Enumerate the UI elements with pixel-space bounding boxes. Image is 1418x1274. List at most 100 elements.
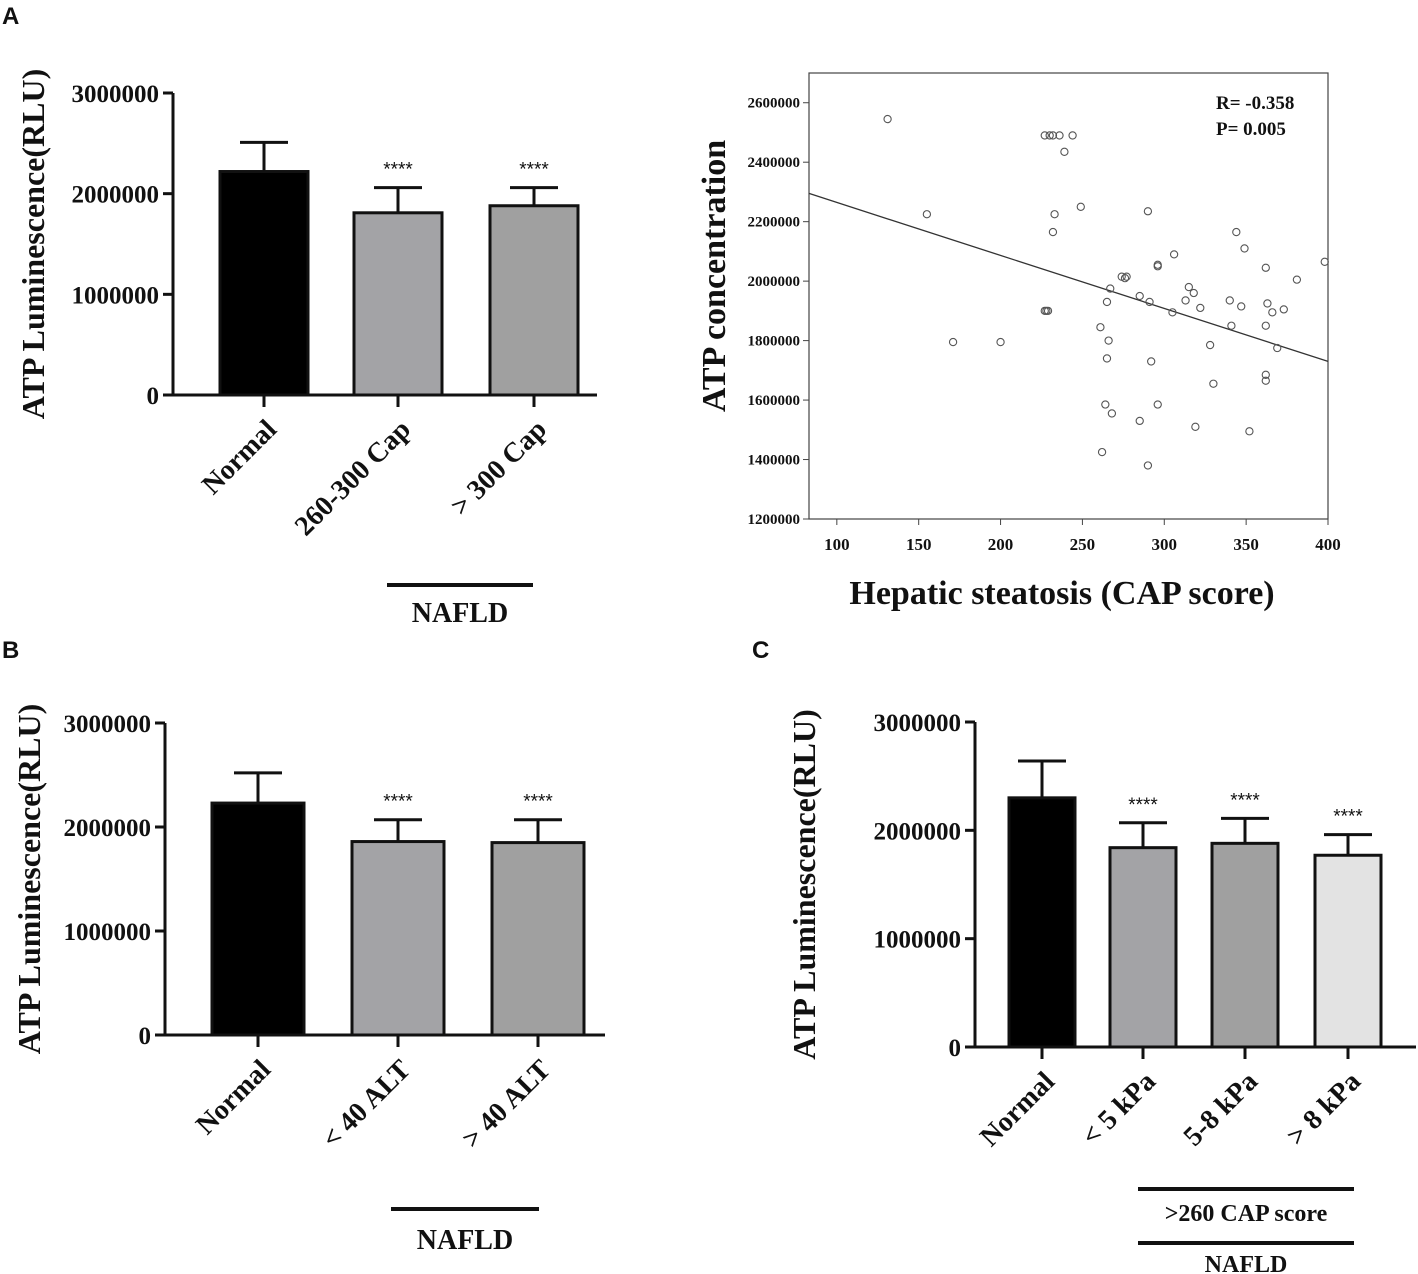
x-tick-label: 250	[1070, 535, 1096, 554]
category-label: Normal	[190, 1054, 277, 1141]
bar	[352, 211, 444, 397]
data-point	[1292, 275, 1302, 284]
category-label: 5-8 kPa	[1178, 1066, 1264, 1152]
data-point	[1320, 257, 1329, 266]
data-point	[883, 114, 892, 124]
significance-label: ****	[1128, 795, 1158, 816]
x-axis-label: Hepatic steatosis (CAP score)	[849, 575, 1274, 612]
data-point	[1184, 282, 1193, 292]
panel-label-a: A	[2, 3, 19, 30]
x-tick-label: 400	[1315, 535, 1341, 554]
y-tick-label: 1000000	[72, 282, 160, 309]
data-point	[1101, 400, 1110, 409]
y-axis-label: ATP Luminescence(RLU)	[11, 704, 47, 1054]
data-point	[1068, 131, 1077, 140]
bar-chart-a: 0 1000000 2000000 3000000 ATP Luminescence(R…	[15, 69, 597, 629]
bar	[488, 204, 580, 397]
data-point	[1263, 299, 1272, 308]
y-tick-label: 1600000	[748, 393, 801, 409]
x-tick-label: 300	[1152, 535, 1178, 554]
significance-label: ****	[1333, 807, 1363, 828]
significance-label: ****	[383, 792, 413, 813]
data-point	[1189, 288, 1198, 298]
y-tick-label: 2400000	[748, 155, 801, 171]
category-label: Normal	[196, 414, 283, 501]
category-label: > 300 Cap	[445, 414, 553, 522]
bar	[210, 801, 306, 1037]
data-point	[1181, 296, 1190, 305]
x-tick-label: 200	[988, 535, 1014, 554]
bar	[490, 841, 586, 1037]
data-point	[1104, 336, 1113, 345]
data-point	[1147, 357, 1156, 366]
panel-label-c: C	[752, 637, 769, 664]
panel-label-b: B	[2, 637, 19, 664]
group-label: NAFLD	[1205, 1252, 1288, 1274]
plot-frame	[808, 72, 1329, 520]
category-label: > 8 kPa	[1281, 1066, 1367, 1152]
bar	[1313, 853, 1383, 1049]
data-point	[1102, 354, 1112, 363]
y-tick-label: 3000000	[72, 81, 160, 108]
y-tick-label: 1400000	[748, 453, 801, 469]
data-point	[922, 210, 932, 219]
data-point	[1040, 131, 1049, 140]
data-point	[1048, 227, 1058, 237]
data-point	[1135, 291, 1144, 301]
bar	[1108, 846, 1178, 1049]
data-point	[1261, 263, 1270, 272]
bar-chart-b: 0 1000000 2000000 3000000 ATP Luminescence(R…	[11, 704, 605, 1256]
correlation-r: R= -0.358	[1216, 93, 1294, 114]
y-tick-label: 2200000	[748, 215, 801, 231]
y-tick-label: 2000000	[748, 274, 801, 290]
significance-label: ****	[523, 792, 553, 813]
data-point	[1205, 340, 1215, 350]
category-label: < 40 ALT	[316, 1054, 417, 1155]
data-point	[1143, 461, 1153, 470]
data-point	[1273, 343, 1282, 353]
data-point	[1261, 321, 1270, 330]
data-point	[1145, 297, 1154, 307]
y-tick-label: 1000000	[874, 927, 962, 954]
bar-chart-c: 0 1000000 2000000 3000000 ATP Luminescence(R…	[786, 709, 1416, 1274]
category-label: > 40 ALT	[456, 1054, 557, 1155]
data-point	[1196, 303, 1205, 313]
data-point	[1050, 210, 1059, 219]
data-point	[1261, 370, 1270, 379]
data-point	[1279, 305, 1288, 314]
data-point	[1076, 202, 1085, 211]
significance-label: ****	[1230, 790, 1260, 811]
data-point	[1097, 447, 1107, 457]
bar	[218, 170, 310, 397]
data-point	[1122, 272, 1131, 281]
data-point	[1225, 296, 1234, 305]
data-point	[1153, 400, 1162, 409]
data-point	[1261, 376, 1270, 385]
data-point	[1237, 302, 1246, 311]
category-label: < 5 kPa	[1076, 1066, 1162, 1152]
y-axis-label: ATP Luminescence(RLU)	[15, 69, 51, 419]
data-point	[1102, 297, 1112, 307]
data-point	[1135, 416, 1144, 426]
y-tick-label: 1800000	[748, 334, 801, 350]
y-tick-label: 3000000	[874, 710, 962, 737]
y-tick-label: 0	[949, 1035, 962, 1062]
data-point	[1042, 306, 1051, 316]
y-tick-label: 2000000	[72, 182, 160, 209]
group-label: >260 CAP score	[1165, 1201, 1328, 1227]
group-label: NAFLD	[417, 1225, 513, 1256]
data-point	[1120, 274, 1130, 283]
y-tick-label: 0	[147, 383, 160, 410]
data-point	[1048, 131, 1058, 140]
data-point	[1245, 427, 1254, 436]
scatter-chart-a: 1200000 1400000 1600000 1800000 2000000 22000…	[696, 72, 1341, 612]
y-tick-label: 2600000	[748, 96, 801, 112]
correlation-p: P= 0.005	[1216, 119, 1286, 140]
data-point	[1169, 250, 1179, 259]
data-point	[1143, 207, 1153, 216]
data-point	[1153, 260, 1162, 269]
y-axis-label: ATP concentration	[696, 140, 733, 412]
significance-label: ****	[519, 160, 549, 181]
y-tick-label: 1000000	[64, 919, 152, 946]
